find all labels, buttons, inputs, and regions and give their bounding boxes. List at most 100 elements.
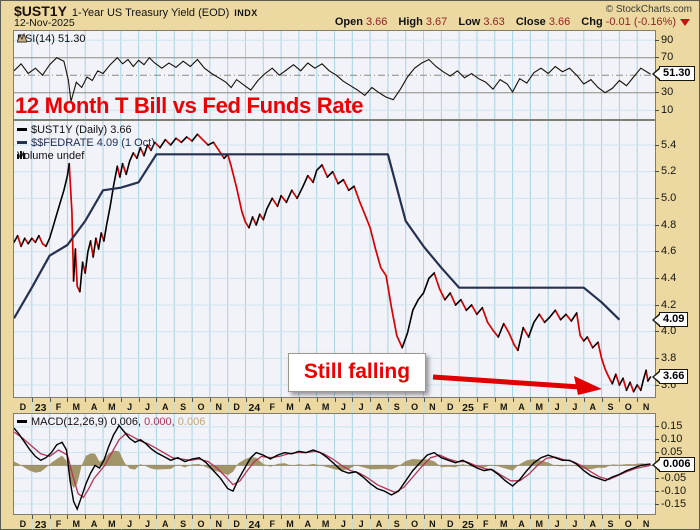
- y-axis-tick: [655, 426, 659, 428]
- y-axis-label: 4.2: [661, 298, 677, 311]
- month-tick: [263, 398, 265, 402]
- month-label: D: [233, 519, 240, 529]
- y-axis-label: 4.8: [661, 218, 677, 231]
- month-gridline: [156, 398, 158, 413]
- y-axis-tick: [655, 503, 659, 505]
- month-gridline: [512, 398, 514, 413]
- month-tick: [31, 515, 33, 519]
- month-tick: [281, 398, 283, 402]
- chg-label: Chg: [581, 16, 603, 28]
- quote-strip: Open 3.66 High 3.67 Low 3.63 Close 3.66 Chg -…: [327, 16, 690, 28]
- month-tick: [370, 398, 372, 402]
- price-legend-text: $UST1Y (Daily) 3.66: [31, 124, 132, 136]
- month-label: A: [162, 519, 169, 529]
- month-label: J: [144, 519, 151, 529]
- month-label: M: [535, 402, 544, 412]
- month-gridline: [49, 515, 51, 530]
- y-axis-tick: [655, 439, 659, 441]
- month-gridline: [512, 515, 514, 530]
- high-label: High: [398, 16, 423, 28]
- macd-legend: MACD(12,26,9) 0.006, 0.000, 0.006: [17, 416, 205, 429]
- macd-series-dash-icon: [17, 419, 27, 423]
- month-gridline: [31, 515, 33, 530]
- month-label: O: [411, 402, 419, 412]
- y-axis-tick: [655, 331, 659, 333]
- month-tick: [423, 515, 425, 519]
- down-triangle-icon: [680, 18, 690, 26]
- month-label: J: [127, 402, 133, 412]
- month-label: N: [429, 519, 436, 529]
- month-tick: [441, 515, 443, 519]
- month-gridline: [619, 515, 621, 530]
- y-axis-tick: [655, 224, 659, 226]
- month-gridline: [120, 398, 122, 413]
- month-gridline: [85, 398, 87, 413]
- month-gridline: [441, 515, 443, 530]
- price-legend-row: $UST1Y (Daily) 3.66: [17, 124, 132, 137]
- month-gridline: [601, 515, 603, 530]
- month-label: O: [624, 402, 632, 412]
- month-label: J: [340, 402, 346, 412]
- macd-legend-name: MACD(12,26,9): [31, 416, 108, 428]
- y-axis-label: 5.4: [661, 138, 677, 151]
- month-label: A: [304, 402, 312, 412]
- month-gridline: [227, 515, 229, 530]
- month-tick: [476, 398, 478, 402]
- y-axis-label: 0.05: [661, 446, 683, 459]
- month-label: J: [340, 519, 346, 529]
- month-label: O: [197, 519, 205, 529]
- y-axis-label: 70: [661, 51, 674, 64]
- month-label: S: [393, 402, 400, 412]
- month-gridline: [566, 398, 567, 413]
- month-label: M: [535, 519, 544, 529]
- month-label: A: [375, 402, 383, 412]
- month-tick: [49, 515, 51, 519]
- rsi-legend: RSI(14) 51.30: [17, 33, 85, 46]
- month-gridline: [263, 515, 265, 530]
- rsi-value-badge: 51.30: [652, 66, 695, 81]
- month-gridline: [174, 398, 176, 413]
- symbol: $UST1Y: [14, 3, 67, 19]
- month-label: A: [518, 402, 525, 412]
- macd-line: [14, 424, 651, 511]
- y-axis-tick: [655, 39, 659, 41]
- month-label: O: [624, 519, 632, 529]
- exchange-label: INDX: [234, 8, 258, 18]
- month-tick: [494, 515, 496, 519]
- fedrate-line: [14, 153, 621, 321]
- month-gridline: [566, 515, 567, 530]
- macd-value-badge: 0.006: [652, 457, 695, 472]
- month-label: 23: [34, 402, 47, 414]
- month-label: D: [446, 402, 454, 412]
- month-tick: [227, 398, 229, 402]
- month-tick: [103, 515, 104, 519]
- month-gridline: [494, 398, 496, 413]
- y-axis-label: 0.15: [661, 420, 683, 433]
- month-label: A: [304, 519, 312, 529]
- copyright: © StockCharts.com: [605, 4, 692, 15]
- y-axis-label: -0.15: [661, 497, 687, 510]
- y-axis-tick: [655, 57, 659, 59]
- y-axis-label: 10: [661, 103, 674, 116]
- month-gridline: [637, 398, 639, 413]
- area-chart-icon: [17, 33, 27, 43]
- month-label: M: [72, 402, 81, 412]
- macd-plot: [14, 414, 655, 514]
- month-gridline: [316, 515, 318, 530]
- volume-bars-icon: [17, 151, 25, 159]
- rsi-line: [14, 56, 651, 102]
- month-label: S: [607, 402, 614, 412]
- month-label: N: [642, 519, 650, 529]
- month-gridline: [423, 398, 425, 413]
- month-gridline: [530, 515, 532, 530]
- rsi-legend-text: RSI(14) 51.30: [17, 33, 86, 45]
- month-label: 24: [248, 402, 261, 414]
- y-axis-label: 30: [661, 86, 674, 99]
- month-gridline: [49, 398, 51, 413]
- month-tick: [459, 398, 461, 402]
- y-axis-label: 5.0: [661, 191, 677, 204]
- open-label: Open: [334, 16, 363, 28]
- month-label: M: [499, 402, 508, 412]
- month-gridline: [405, 398, 407, 413]
- month-gridline: [370, 515, 372, 530]
